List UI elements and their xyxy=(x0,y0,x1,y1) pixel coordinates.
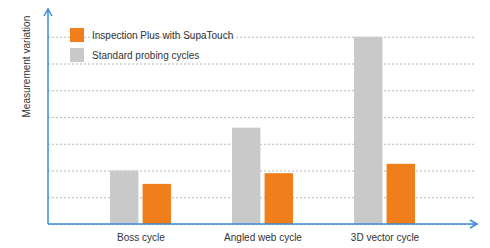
svg-text:Boss cycle: Boss cycle xyxy=(117,232,165,243)
svg-text:Measurement variation: Measurement variation xyxy=(21,16,32,118)
html-text:Standard probing cycles: Standard probing cycles xyxy=(92,49,200,61)
svg-text:3D vector cycle: 3D vector cycle xyxy=(351,232,420,243)
html-text:Inspection Plus with SupaTouch: Inspection Plus with SupaTouch xyxy=(92,29,234,41)
svg-text:Angled web cycle: Angled web cycle xyxy=(224,232,302,243)
